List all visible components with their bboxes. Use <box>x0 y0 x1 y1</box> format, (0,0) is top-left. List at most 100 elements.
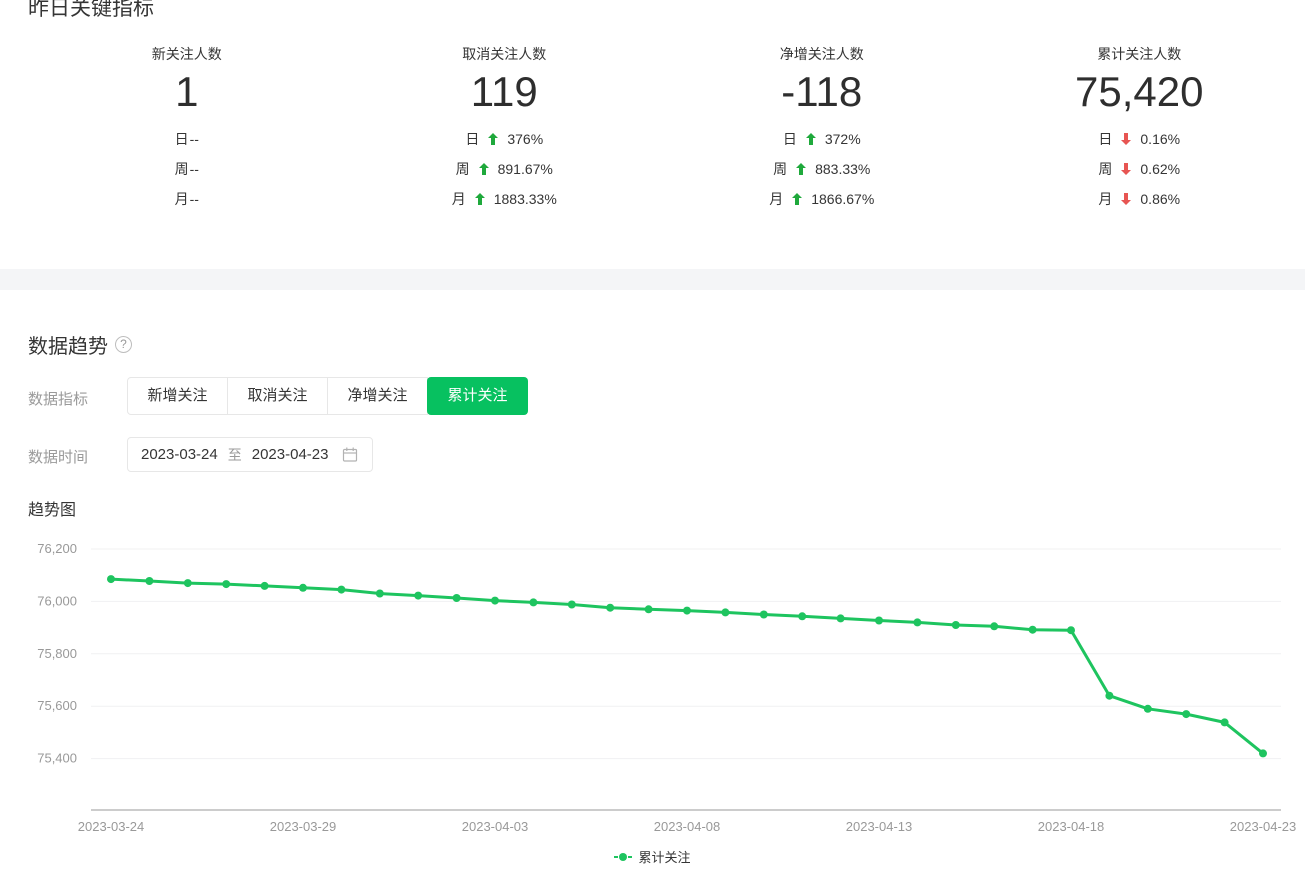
data-point <box>606 603 615 612</box>
data-point <box>260 581 269 590</box>
trend-line <box>109 577 1265 755</box>
arrow-up-icon <box>796 163 807 175</box>
x-axis-tick-label: 2023-04-03 <box>462 819 529 834</box>
x-axis-tick-label: 2023-04-08 <box>654 819 721 834</box>
metric-change-value: -- <box>189 131 199 147</box>
metric-change-value: 0.62% <box>1140 161 1181 177</box>
y-axis-tick-label: 76,000 <box>37 593 77 608</box>
date-start[interactable]: 2023-03-24 <box>141 446 218 463</box>
metric-change-value: 1883.33% <box>493 191 557 207</box>
metric-change-row: 月 1883.33% <box>346 184 664 214</box>
metric-change-row: 周 0.62% <box>981 154 1299 184</box>
data-point <box>913 618 922 627</box>
metric-value: -118 <box>781 68 863 115</box>
metric-change-row: 月 0.86% <box>981 184 1299 214</box>
metric-change-row: 周 883.33% <box>663 154 981 184</box>
chart-legend-item[interactable]: 累计关注 <box>0 847 1305 866</box>
arrow-up-icon <box>488 133 499 145</box>
data-point <box>414 591 423 600</box>
metric-change-row: 周 891.67% <box>346 154 664 184</box>
metric-value: 75,420 <box>1075 68 1204 115</box>
metric-period-label: 周 <box>773 161 788 177</box>
data-point <box>1028 625 1037 634</box>
data-point <box>683 606 691 615</box>
data-point <box>1259 749 1267 758</box>
tab-2[interactable]: 取消关注 <box>227 377 328 415</box>
metric-label: 累计关注人数 <box>1097 46 1182 62</box>
y-axis-tick-label: 75,800 <box>37 646 77 661</box>
metric-change-row: 日 -- <box>28 124 346 154</box>
metric-label: 取消关注人数 <box>462 46 547 62</box>
legend-line-dot-icon <box>614 852 633 861</box>
metric-change-value: -- <box>189 191 199 207</box>
metric-card: 新关注人数 1 日 -- 周 -- 月 -- <box>28 44 346 214</box>
arrow-down-icon <box>1121 133 1132 145</box>
data-point <box>759 610 768 619</box>
metric-change-value: 372% <box>824 131 861 147</box>
metric-change-value: 891.67% <box>497 161 553 177</box>
data-point <box>183 579 192 588</box>
section-title-data-trend: 数据趋势 <box>28 330 132 359</box>
data-point <box>875 616 883 625</box>
arrow-up-icon <box>474 193 485 205</box>
data-point <box>644 605 653 614</box>
data-point <box>529 598 538 607</box>
data-point <box>452 594 461 602</box>
arrow-down-icon <box>1121 163 1132 175</box>
arrow-down-icon <box>1121 193 1132 205</box>
metric-change-row: 日 0.16% <box>981 124 1299 154</box>
data-point <box>337 585 346 594</box>
metric-period-label: 月 <box>769 191 784 207</box>
x-axis-tick-label: 2023-03-24 <box>78 819 145 834</box>
metric-change-value: 1866.67% <box>811 191 875 207</box>
metric-filter-label: 数据指标 <box>28 391 89 408</box>
metric-value: 1 <box>175 68 199 115</box>
data-point <box>1182 710 1191 719</box>
metric-period-label: 日 <box>174 131 189 147</box>
tab-3[interactable]: 净增关注 <box>327 377 428 415</box>
metric-period-label: 月 <box>451 191 466 207</box>
data-point <box>721 608 730 617</box>
data-point <box>1220 718 1229 727</box>
data-point <box>491 596 499 605</box>
metric-label: 净增关注人数 <box>779 46 864 62</box>
metric-value: 119 <box>470 68 538 115</box>
data-trend-title-text: 数据趋势 <box>28 336 108 358</box>
metric-card: 累计关注人数 75,420 日 0.16% 周 0.62% 月 0.86% <box>981 44 1299 214</box>
arrow-up-icon <box>805 133 816 145</box>
y-axis-tick-label: 75,600 <box>37 698 77 713</box>
help-icon[interactable] <box>115 336 132 353</box>
trend-chart-canvas[interactable]: 76,200 76,000 75,800 75,600 75,400 2023-03-24… <box>0 530 1305 842</box>
x-axis-tick-label: 2023-03-29 <box>270 819 337 834</box>
x-axis-tick-label: 2023-04-23 <box>1230 819 1297 834</box>
metric-card: 净增关注人数 -118 日 372% 周 883.33% 月 1866.67% <box>663 44 981 214</box>
date-end[interactable]: 2023-04-23 <box>251 446 329 463</box>
metric-tabs: 新增关注 取消关注 净增关注 累计关注 <box>127 377 528 415</box>
tab-4[interactable]: 累计关注 <box>427 377 528 415</box>
legend-label: 累计关注 <box>638 850 691 865</box>
data-point <box>1143 704 1152 713</box>
metric-card: 取消关注人数 119 日 376% 周 891.67% 月 1883.33% <box>346 44 664 214</box>
data-point <box>375 589 384 598</box>
metric-period-label: 周 <box>174 161 189 177</box>
calendar-icon[interactable] <box>342 447 358 462</box>
metric-change-row: 周 -- <box>28 154 346 184</box>
metric-change-value: 883.33% <box>815 161 871 177</box>
data-point <box>836 614 845 623</box>
y-axis-tick-label: 76,200 <box>37 541 77 556</box>
data-point <box>299 583 307 592</box>
date-range-picker[interactable]: 2023-03-24 至 2023-04-23 <box>127 437 373 472</box>
metric-period-label: 日 <box>1098 131 1113 147</box>
key-metrics-cards: 新关注人数 1 日 -- 周 -- 月 -- 取消关注人数 119 日 376% 周 891.67% 月 18… <box>28 44 1298 214</box>
tab-1[interactable]: 新增关注 <box>127 377 228 415</box>
metric-change-row: 月 -- <box>28 184 346 214</box>
date-range-separator: 至 <box>227 446 242 463</box>
metric-change-value: -- <box>189 161 199 177</box>
chart-title: 趋势图 <box>28 502 77 519</box>
data-point <box>567 600 576 609</box>
metric-period-label: 周 <box>455 161 470 177</box>
time-filter-label: 数据时间 <box>28 449 89 466</box>
data-point <box>107 575 115 584</box>
data-point <box>145 577 154 585</box>
